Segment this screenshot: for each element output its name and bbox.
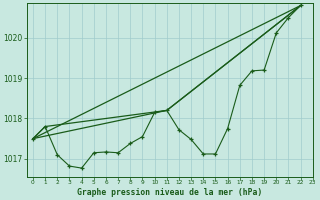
X-axis label: Graphe pression niveau de la mer (hPa): Graphe pression niveau de la mer (hPa) xyxy=(77,188,262,197)
